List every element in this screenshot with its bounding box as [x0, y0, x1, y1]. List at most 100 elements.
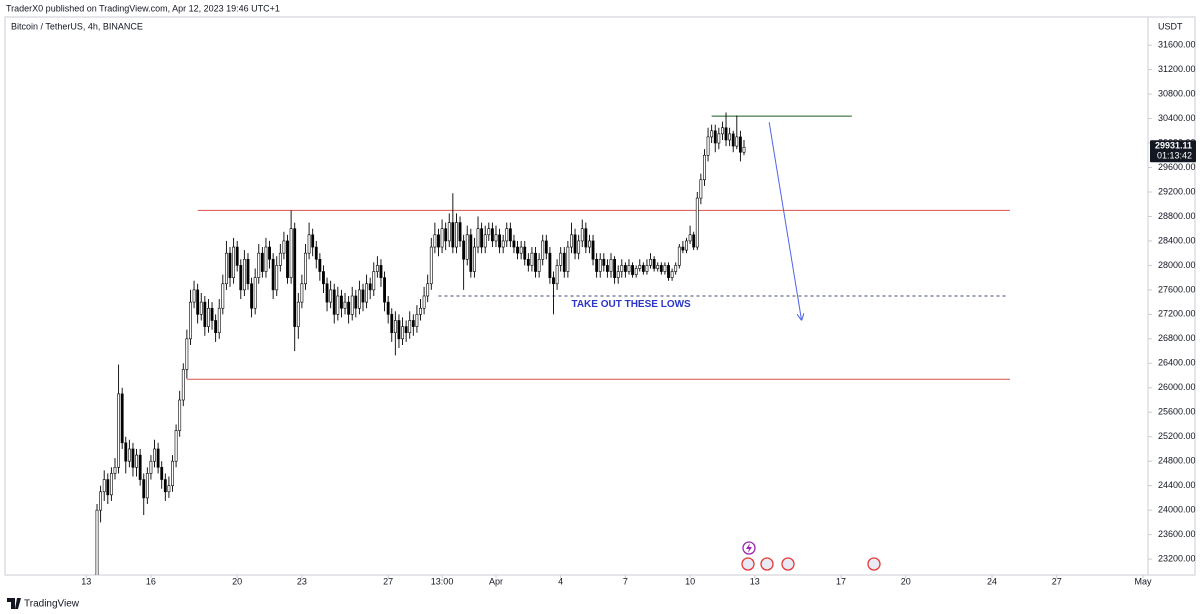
candle-body — [616, 271, 620, 278]
candle-body — [634, 268, 638, 275]
candle-body — [135, 454, 138, 468]
candle-body — [322, 271, 325, 285]
candle-body — [710, 130, 714, 138]
candle-body — [480, 228, 484, 248]
candle-body — [214, 320, 218, 334]
candle-body — [246, 258, 250, 285]
candle-body — [555, 265, 559, 285]
y-tick-label: 30400.00 — [1158, 113, 1196, 123]
candle-body — [422, 295, 426, 309]
candle-body — [731, 133, 735, 147]
candle-body — [620, 265, 624, 272]
candle-body — [462, 240, 466, 260]
candle-body — [192, 289, 196, 303]
candle-body — [181, 369, 185, 401]
candle-body — [591, 240, 595, 260]
candle-body — [465, 234, 469, 260]
y-tick-label: 24000.00 — [1158, 505, 1196, 515]
candle-body — [552, 277, 555, 285]
candle-body — [706, 136, 710, 156]
x-tick-label: 13 — [81, 576, 91, 586]
candle-body — [357, 289, 361, 309]
candle-body — [411, 320, 415, 327]
candle-body — [117, 393, 120, 468]
candle-body — [548, 252, 552, 278]
candle-body — [728, 133, 732, 141]
candle-body — [476, 228, 480, 248]
y-tick-label: 24400.00 — [1158, 480, 1196, 490]
candle-body — [437, 234, 440, 248]
event-icon[interactable] — [781, 557, 795, 571]
brand-name: TradingView — [24, 599, 80, 610]
candle-body — [109, 473, 113, 496]
candle-body — [199, 301, 203, 315]
annotation-text: TAKE OUT THESE LOWS — [571, 299, 691, 310]
candle-body — [368, 283, 372, 291]
candle-body — [113, 467, 117, 474]
candle-body — [102, 479, 106, 493]
logo-mark — [7, 598, 21, 609]
candle-body — [419, 307, 422, 315]
candle-body — [174, 430, 178, 462]
candle-body — [178, 399, 182, 431]
candle-body — [588, 240, 591, 248]
candle-body — [242, 258, 246, 291]
candle-body — [713, 130, 717, 144]
candle-body — [318, 258, 322, 272]
candle-body — [235, 246, 239, 266]
candle-body — [383, 277, 386, 303]
candle-body — [559, 252, 563, 266]
candle-body — [307, 234, 311, 254]
x-tick-label: 13 — [750, 576, 760, 586]
candle-body — [95, 509, 99, 575]
candle-body — [483, 234, 487, 248]
y-tick-label: 29600.00 — [1158, 162, 1196, 172]
x-tick-label: May — [1134, 576, 1152, 586]
candle-body — [224, 252, 228, 285]
candle-body — [523, 246, 527, 260]
candle-body — [562, 252, 566, 272]
candle-body — [473, 246, 476, 272]
candle-body — [314, 246, 318, 260]
candle-body — [526, 258, 530, 266]
candle-body — [404, 326, 408, 334]
candle-body — [304, 252, 307, 285]
candle-body — [221, 283, 225, 309]
candle-body — [498, 234, 501, 248]
candle-body — [742, 146, 746, 153]
candle-body — [649, 258, 652, 266]
candle-body — [677, 246, 681, 266]
candle-body — [458, 222, 462, 242]
candle-body — [120, 393, 124, 444]
x-tick-label: 23 — [297, 576, 307, 586]
candle-body — [451, 222, 455, 248]
candle-body — [663, 265, 667, 272]
candle-body — [343, 301, 347, 309]
candle-body — [429, 246, 433, 285]
last-price-label: 29931.11 — [1155, 141, 1192, 151]
candle-body — [670, 271, 674, 278]
candle-body — [278, 252, 282, 266]
candle-body — [717, 133, 721, 144]
x-tick-label: 17 — [836, 576, 846, 586]
candle-body — [721, 127, 724, 135]
candle-body — [138, 454, 142, 480]
candle-body — [160, 467, 164, 480]
candle-body — [163, 479, 167, 493]
candle-body — [260, 252, 264, 272]
candle-body — [490, 228, 494, 242]
candle-body — [286, 240, 289, 278]
event-icon[interactable] — [741, 557, 755, 571]
candle-body — [228, 252, 232, 278]
event-icon[interactable] — [760, 557, 774, 571]
candle-body — [365, 283, 369, 303]
candle-body — [738, 136, 742, 153]
candle-body — [627, 265, 631, 272]
event-icon[interactable] — [867, 557, 881, 571]
candle-body — [444, 228, 448, 242]
candle-body — [685, 240, 688, 251]
x-tick-label: 13:00 — [431, 576, 454, 586]
candle-body — [447, 222, 451, 242]
